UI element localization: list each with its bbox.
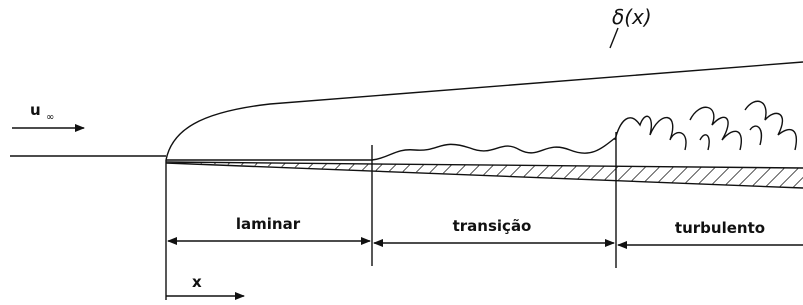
freestream-subscript: ∞ [46, 112, 54, 123]
x-label: x [192, 273, 202, 291]
freestream-symbol: u [30, 101, 41, 119]
turbulent-eddies [615, 101, 796, 150]
boundary-layer-edge [166, 62, 803, 160]
region-label: turbulento [675, 219, 765, 237]
region-label: transição [453, 217, 532, 235]
delta-label: δ(x) [612, 5, 652, 29]
delta-leader [610, 28, 618, 48]
region-label: laminar [236, 215, 301, 233]
boundary-layer-diagram: δ(x) u ∞ laminar transição turbulento x [0, 0, 803, 305]
transition-waves [372, 138, 615, 160]
